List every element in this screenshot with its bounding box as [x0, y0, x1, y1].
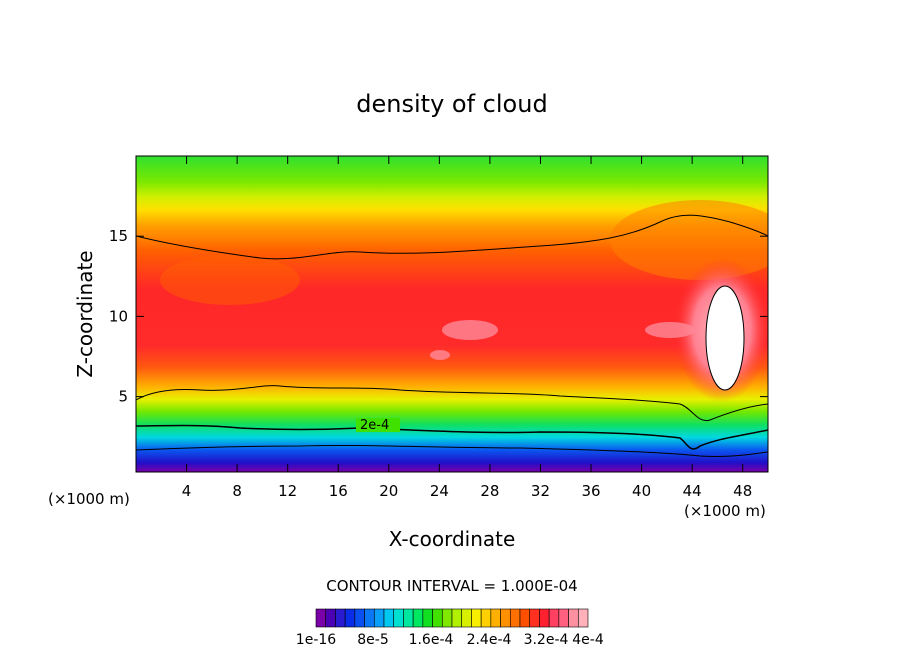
colorbar-swatch	[325, 608, 336, 628]
colorbar-swatch	[529, 608, 540, 628]
x-tick-label: 24	[430, 482, 449, 500]
contour-line-upper	[136, 214, 768, 260]
colorbar-swatch	[480, 608, 492, 628]
colorbar-labels: 1e-16 8e-5 1.6e-4 2.4e-4 3.2e-4 4e-4	[296, 632, 604, 648]
colorbar-swatch	[471, 608, 482, 628]
colorbar-swatch	[315, 608, 327, 628]
colorbar-swatch	[412, 608, 424, 628]
left-orange-region	[160, 255, 300, 305]
colorbar-label: 4e-4	[572, 632, 604, 648]
contour-line-2e-4	[136, 424, 768, 450]
x-tick-label: 20	[379, 482, 398, 500]
colorbar-swatch	[558, 608, 569, 628]
colorbar-swatch	[490, 608, 501, 628]
colorbar-label: 1.6e-4	[409, 632, 454, 648]
local-maximum-mid	[442, 320, 498, 340]
y-axis-label: Z-coordinate	[73, 250, 97, 377]
peak-region-white	[705, 285, 745, 391]
colorbar-swatch	[373, 608, 385, 628]
colorbar	[315, 608, 589, 628]
x-tick-label: 4	[182, 482, 192, 500]
colorbar-swatch	[568, 608, 579, 628]
contour-label: 2e-4	[360, 418, 389, 433]
chart-title: density of cloud	[356, 90, 547, 118]
colorbar-swatch	[441, 608, 453, 628]
contour-line-lower	[136, 444, 768, 458]
colorbar-label: 2.4e-4	[467, 632, 512, 648]
colorbar-swatch	[500, 608, 511, 628]
y-tick-label: 5	[118, 388, 128, 406]
colorbar-swatch	[383, 608, 395, 628]
x-tick-label: 44	[683, 482, 702, 500]
local-maximum-small	[430, 350, 450, 360]
x-tick-label: 40	[632, 482, 651, 500]
x-axis: 4 8 12 16 20 24 28 32 36 40 44 48	[182, 156, 752, 500]
x-unit-label-left: (×1000 m)	[48, 490, 130, 508]
x-unit-label-right: (×1000 m)	[684, 502, 766, 520]
x-axis-label: X-coordinate	[389, 527, 516, 551]
colorbar-swatch	[509, 608, 521, 628]
contour-field: 2e-4	[136, 156, 768, 472]
colorbar-swatch	[335, 608, 346, 628]
colorbar-swatch	[461, 608, 472, 628]
colorbar-swatch	[539, 608, 550, 628]
colorbar-swatch	[403, 608, 414, 628]
colorbar-swatch	[432, 608, 443, 628]
x-tick-label: 12	[278, 482, 297, 500]
colorbar-swatch	[548, 608, 560, 628]
colorbar-swatch	[393, 608, 404, 628]
x-tick-label: 48	[733, 482, 752, 500]
colorbar-swatch	[344, 608, 356, 628]
colorbar-label: 3.2e-4	[524, 632, 569, 648]
contour-interval-label: CONTOUR INTERVAL = 1.000E-04	[326, 577, 577, 595]
x-tick-label: 28	[480, 482, 499, 500]
plot-frame	[135, 155, 769, 473]
x-tick-label: 16	[329, 482, 348, 500]
colorbar-swatch	[577, 608, 589, 628]
colorbar-label: 8e-5	[357, 632, 388, 648]
colorbar-swatch	[519, 608, 531, 628]
y-tick-label: 15	[109, 227, 128, 245]
colorbar-swatch	[354, 608, 365, 628]
y-axis: 5 10 15	[109, 227, 768, 406]
colorbar-swatch	[451, 608, 463, 628]
contour-line-middle	[136, 385, 768, 422]
x-tick-label: 32	[531, 482, 550, 500]
x-tick-label: 8	[232, 482, 242, 500]
x-tick-label: 36	[581, 482, 600, 500]
colorbar-swatch	[364, 608, 375, 628]
local-maximum-right	[645, 322, 695, 338]
colorbar-swatch	[422, 608, 433, 628]
contour-label-background	[356, 418, 400, 432]
y-tick-label: 10	[109, 307, 128, 325]
colorbar-label: 1e-16	[296, 632, 336, 648]
